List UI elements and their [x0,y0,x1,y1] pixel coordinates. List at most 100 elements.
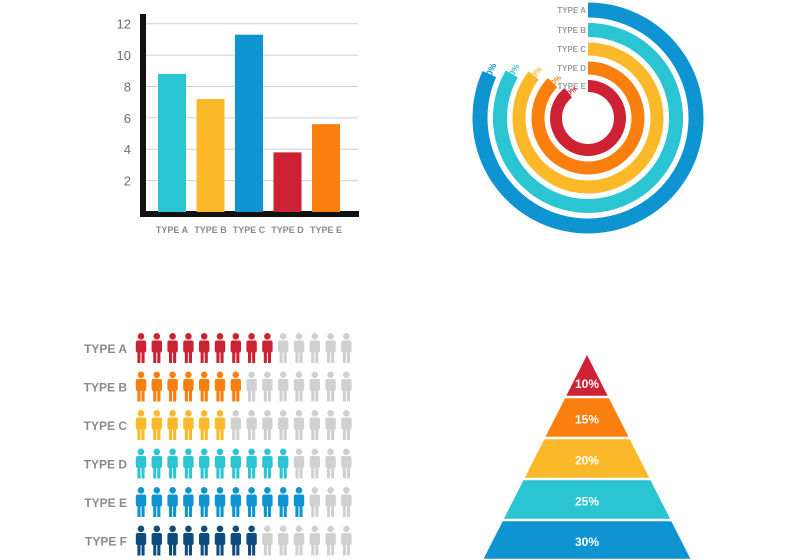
person-icon [214,410,226,440]
person-head [216,525,224,533]
person-icon [246,448,257,479]
bar [158,73,186,213]
pictogram-row-label: TYPE A [84,342,127,356]
person-torso [246,379,257,391]
person-leg [188,465,192,479]
person-leg [216,504,220,517]
pyramid-value-label: 25% [575,495,599,509]
person-icon [293,333,305,363]
person-icon [230,371,241,402]
person-torso [135,494,147,507]
person-icon [293,371,305,402]
person-torso [214,340,226,353]
person-head [327,448,334,456]
person-leg [184,427,188,440]
person-torso [183,340,194,353]
person-torso [293,456,305,468]
person-torso [199,340,210,353]
x-tick-label: TYPE C [233,225,266,235]
person-torso [151,417,162,430]
pyramid-segment [566,355,608,396]
person-icon [183,410,194,440]
person-torso [325,533,336,545]
person-torso [262,533,273,545]
person-torso [341,533,352,545]
person-leg [346,388,350,402]
person-leg [283,542,287,556]
pictogram-row-label: TYPE B [84,381,128,395]
person-leg [169,388,173,402]
person-icon [214,333,226,363]
person-torso [325,379,336,391]
person-leg [267,542,271,556]
person-torso [135,340,147,353]
person-leg [346,465,350,479]
person-icon [167,525,178,556]
person-head [343,371,350,379]
person-leg [311,427,315,440]
person-torso [293,340,305,353]
person-icon [151,448,162,479]
person-leg [311,350,315,363]
person-leg [315,350,319,363]
person-head [248,333,255,340]
person-leg [220,542,224,556]
person-icon [230,525,241,556]
person-torso [230,456,241,468]
pyramid-value-label: 20% [575,454,599,468]
person-head [137,448,145,456]
pyramid-segment [483,521,691,559]
pyramid-value-label: 30% [575,535,599,549]
person-leg [188,427,192,440]
person-icon [183,371,194,402]
person-leg [188,388,192,402]
person-torso [246,533,257,545]
person-torso [183,456,194,468]
person-leg [331,350,335,363]
person-icon [278,333,289,363]
person-torso [214,533,226,545]
person-leg [342,504,346,517]
person-icon [214,448,226,479]
person-leg [283,388,287,402]
ring-label: TYPE C [557,45,586,54]
person-leg [279,542,283,556]
person-leg [279,427,283,440]
x-axis [140,211,359,217]
person-head [185,333,192,340]
person-head [153,448,161,456]
person-icon [262,410,273,440]
person-head [185,448,192,456]
person-torso [246,456,257,468]
person-leg [204,388,208,402]
person-head [343,410,350,417]
person-head [248,448,255,456]
person-torso [230,340,241,353]
person-leg [216,388,220,402]
person-leg [283,350,287,363]
person-head [295,525,303,533]
person-leg [157,388,161,402]
person-icon [167,333,178,363]
ring-arc [550,80,626,156]
person-head [137,371,145,379]
person-leg [173,388,177,402]
person-icon [167,371,178,402]
person-head [216,333,224,340]
person-leg [346,350,350,363]
person-leg [315,504,319,517]
y-axis [140,14,146,217]
person-icon [325,371,336,402]
person-leg [232,427,236,440]
person-leg [220,388,224,402]
person-leg [342,427,346,440]
person-head [279,371,287,379]
person-leg [137,388,141,402]
person-torso [262,379,273,391]
person-leg [184,388,188,402]
person-leg [200,427,204,440]
y-tick-label: 8 [124,79,131,94]
person-leg [232,504,236,517]
